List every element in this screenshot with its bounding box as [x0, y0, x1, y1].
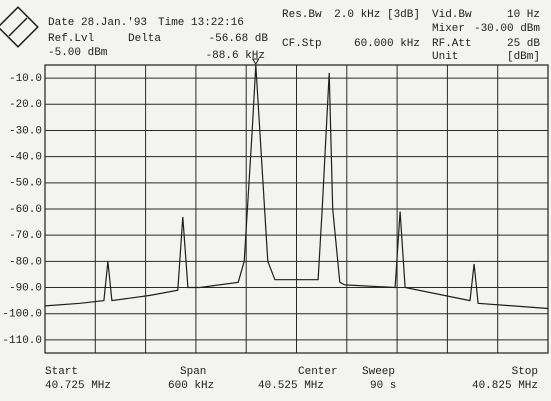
header-label: [dBm]: [507, 51, 540, 63]
y-tick-label: -70.0: [9, 230, 42, 242]
header-label: -56.68 dB: [209, 33, 269, 45]
header-label: Vid.Bw: [432, 9, 472, 21]
footer-label: Stop: [512, 366, 538, 378]
header-label: 10 Hz: [507, 9, 540, 21]
header-label: 25 dB: [507, 38, 540, 50]
footer-label: Center: [298, 366, 338, 378]
y-tick-label: -20.0: [9, 99, 42, 111]
y-tick-label: -50.0: [9, 178, 42, 190]
trace: [44, 64, 549, 310]
y-tick-label: -80.0: [9, 256, 42, 268]
y-tick-label: -90.0: [9, 282, 42, 294]
logo: [0, 6, 39, 48]
header-label: Delta: [128, 33, 161, 45]
header-label: Date 28.Jan.'93: [48, 17, 147, 29]
footer-label: 90 s: [370, 380, 396, 392]
y-tick-label: -30.0: [9, 125, 42, 137]
header-label: 2.0 kHz [3dB]: [334, 9, 420, 21]
header-label: -88.6 kHz: [206, 50, 265, 62]
header-label: Mixer: [432, 23, 465, 35]
footer-label: Start: [45, 366, 78, 378]
footer-label: 40.525 MHz: [258, 380, 324, 392]
header-label: 60.000 kHz: [354, 38, 420, 50]
header-label: Time 13:22:16: [158, 17, 244, 29]
footer-label: Sweep: [362, 366, 395, 378]
y-tick-label: -40.0: [9, 152, 42, 164]
header-label: -30.00 dBm: [474, 23, 540, 35]
y-tick-label: -100.0: [2, 309, 42, 321]
footer-label: 40.825 MHz: [472, 380, 538, 392]
header-label: Res.Bw: [282, 9, 322, 21]
footer-label: 40.725 MHz: [45, 380, 111, 392]
header-label: -5.00 dBm: [48, 47, 108, 59]
y-tick-label: -10.0: [9, 73, 42, 85]
y-tick-label: -110.0: [2, 335, 42, 347]
header-label: RF.Att: [432, 38, 472, 50]
header-label: Unit: [432, 51, 458, 63]
header-label: CF.Stp: [282, 38, 322, 50]
footer-label: Span: [180, 366, 206, 378]
footer-label: 600 kHz: [168, 380, 214, 392]
marker: [251, 58, 260, 65]
y-tick-label: -60.0: [9, 204, 42, 216]
header-label: Ref.Lvl: [48, 33, 94, 45]
